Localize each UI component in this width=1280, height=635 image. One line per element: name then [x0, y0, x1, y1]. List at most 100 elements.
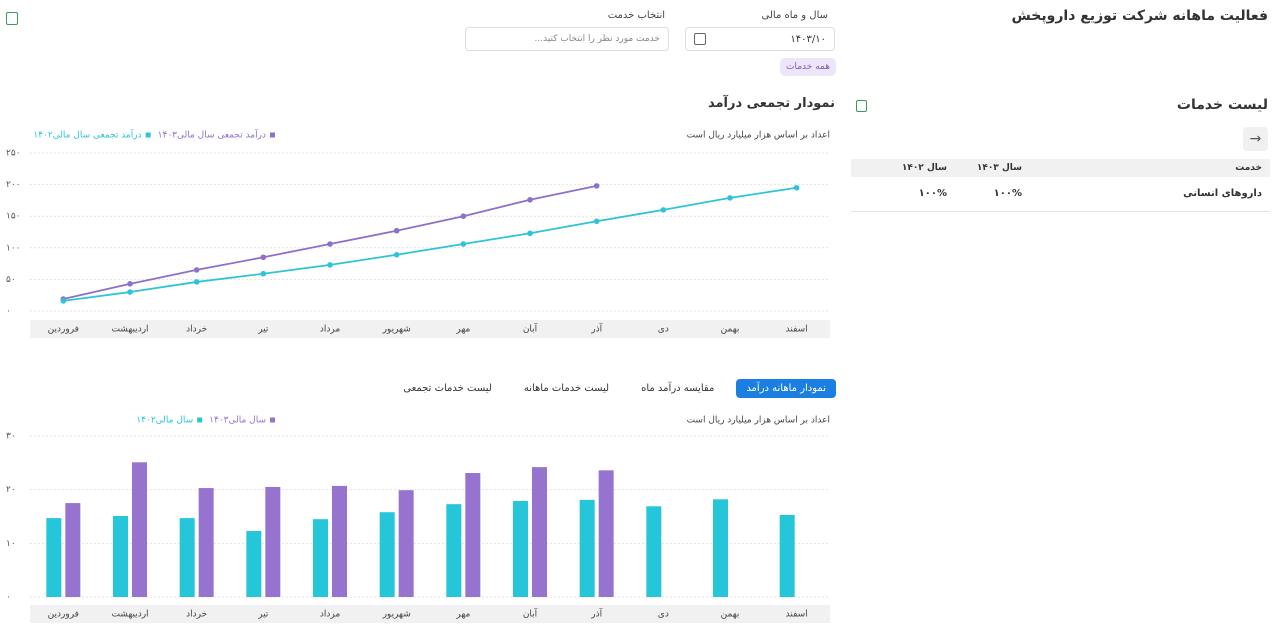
export-icon[interactable] [856, 100, 867, 112]
bar [246, 530, 262, 597]
bar [179, 518, 195, 597]
bar [65, 503, 81, 597]
line-point [660, 207, 667, 213]
charts: اعداد بر اساس هزار میلیارد ریال است درآمد… [6, 129, 830, 623]
line-point [393, 251, 400, 258]
x-tick-label: خرداد [186, 325, 207, 335]
service-chip[interactable]: همه خدمات [780, 58, 836, 76]
x-tick-label: اردیبهشت [111, 610, 148, 620]
bar [332, 485, 347, 597]
period-value: ۱۴۰۳/۱۰ [790, 33, 826, 45]
line-point [393, 227, 400, 234]
y-tick-label: ۱۵۰ [6, 212, 21, 222]
x-tick-label: فروردین [48, 610, 79, 620]
line-point [727, 195, 733, 201]
back-button[interactable]: → [1243, 127, 1268, 151]
chart-note: اعداد بر اساس هزار میلیارد ریال است [687, 131, 830, 141]
line-point [193, 267, 200, 273]
tab-bar: نمودار ماهانه درآمد مقایسه درآمد ماه لیست … [393, 379, 836, 398]
tab[interactable]: نمودار ماهانه درآمد [736, 379, 836, 398]
bar [198, 488, 214, 597]
line-point [127, 281, 133, 287]
x-tick-label: شهریور [382, 325, 411, 335]
x-tick-label: دی [658, 325, 669, 335]
bar [446, 504, 462, 597]
bar [313, 519, 328, 597]
x-tick-label: مهر [455, 610, 470, 620]
table-cell: ۱۰۰% [993, 188, 1022, 199]
x-tick-label: دی [658, 610, 669, 620]
period-input[interactable]: ۱۴۰۳/۱۰ [685, 27, 835, 51]
x-tick-label: بهمن [721, 610, 740, 620]
x-tick-label: شهریور [382, 610, 411, 620]
x-tick-label: تیر [257, 610, 269, 620]
tab[interactable]: مقایسه درآمد ماه [641, 383, 715, 394]
line-point [127, 289, 133, 295]
x-axis-band [30, 320, 830, 338]
service-input[interactable]: خدمت مورد نظر را انتخاب کنید... [465, 27, 669, 51]
bar [779, 514, 795, 597]
bar [465, 473, 481, 597]
y-tick-label: ۲۰۰ [6, 180, 21, 190]
legend-swatch [270, 132, 275, 138]
legend-label: درآمد تجمعی سال مالی۱۴۰۳ [158, 129, 266, 141]
line-point [460, 241, 467, 247]
x-tick-label: بهمن [721, 325, 740, 335]
page-title: فعالیت ماهانه شرکت توزیع داروپخش [1011, 8, 1268, 24]
table-cell: ۱۰۰% [918, 188, 947, 199]
calendar-icon [694, 33, 706, 45]
line-point [460, 213, 467, 219]
legend-swatch [197, 417, 203, 423]
y-tick-label: ۱۰ [6, 539, 16, 549]
column-header: سال ۱۴۰۲ [901, 163, 947, 173]
services-title: لیست خدمات [1176, 97, 1268, 113]
bar [598, 470, 614, 597]
line-point [260, 270, 267, 277]
y-tick-label: ۱۰۰ [6, 243, 21, 253]
y-tick-label: ۵۰ [6, 275, 16, 285]
line-point [260, 254, 267, 261]
legend-label: درآمد تجمعی سال مالی۱۴۰۲ [33, 129, 141, 141]
x-tick-label: اسفند [786, 325, 808, 335]
bar [132, 462, 147, 597]
line-point [793, 184, 800, 191]
x-tick-label: تیر [257, 325, 269, 335]
x-tick-label: مرداد [320, 610, 340, 620]
bar [46, 518, 62, 597]
export-icon[interactable] [6, 12, 18, 25]
line-point [327, 262, 333, 268]
chart-note: اعداد بر اساس هزار میلیارد ریال است [687, 416, 830, 426]
y-tick-label: ۰ [6, 307, 11, 317]
x-tick-label: آذر [590, 608, 602, 620]
x-tick-label: آذر [590, 323, 602, 335]
line-point [60, 298, 67, 304]
bar [113, 515, 128, 597]
x-tick-label: فروردین [48, 325, 79, 335]
column-header: سال ۱۴۰۳ [976, 163, 1022, 173]
line-point [527, 230, 533, 237]
x-tick-label: مهر [455, 325, 470, 335]
chart-title: نمودار تجمعی درآمد [707, 96, 835, 111]
legend-swatch [270, 417, 275, 423]
line-point [593, 218, 600, 225]
table-cell: داروهای انسانی [1183, 188, 1262, 199]
bar [398, 490, 414, 597]
period-label: سال و ماه مالی [761, 10, 828, 21]
line-series [63, 186, 797, 302]
y-tick-label: ۲۰ [6, 485, 16, 495]
tab[interactable]: لیست خدمات تجمعی [403, 383, 492, 394]
service-placeholder: خدمت مورد نظر را انتخاب کنید... [534, 34, 660, 44]
y-tick-label: ۲۵۰ [6, 149, 21, 159]
y-tick-label: ۰ [6, 593, 11, 603]
line-point [593, 183, 600, 189]
bar [532, 467, 547, 597]
row-divider [851, 211, 1270, 212]
column-header: خدمت [1235, 163, 1262, 173]
bar [579, 499, 595, 597]
line-point [327, 241, 333, 247]
bar [265, 486, 281, 597]
x-tick-label: اسفند [786, 610, 808, 620]
service-label: انتخاب خدمت [607, 10, 665, 21]
tab[interactable]: لیست خدمات ماهانه [523, 383, 610, 394]
